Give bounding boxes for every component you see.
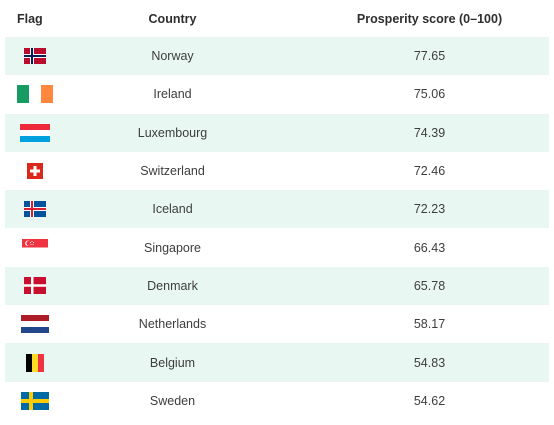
country-cell: Belgium	[149, 355, 196, 370]
header-flag[interactable]: Flag	[17, 11, 43, 26]
score-cell: 74.39	[413, 125, 446, 140]
table-row: Belgium 54.83	[5, 343, 549, 382]
belgium-flag-icon	[5, 353, 65, 372]
score-cell: 72.46	[413, 164, 446, 179]
table-row: Luxembourg 74.39	[5, 113, 549, 152]
score-cell: 65.78	[413, 278, 446, 293]
country-cell: Switzerland	[140, 164, 205, 179]
country-cell: Sweden	[149, 393, 196, 408]
table-row: Norway 77.65	[5, 37, 549, 76]
switzerland-flag-icon	[5, 163, 65, 180]
sweden-flag-icon	[5, 391, 65, 410]
country-cell: Luxembourg	[137, 125, 208, 140]
table-row: Netherlands 58.17	[5, 305, 549, 343]
table-row: Ireland 75.06	[5, 75, 549, 113]
table-row: Sweden 54.62	[5, 382, 549, 420]
norway-flag-icon	[5, 48, 65, 65]
singapore-flag-icon	[5, 239, 65, 257]
country-cell: Ireland	[153, 87, 192, 102]
score-cell: 58.17	[413, 317, 446, 332]
country-cell: Norway	[151, 49, 194, 64]
prosperity-table: Flag Country Prosperity score (0–100) No…	[5, 0, 549, 420]
iceland-flag-icon	[5, 201, 65, 218]
luxembourg-flag-icon	[5, 123, 65, 142]
table-row: Denmark 65.78	[5, 266, 549, 306]
country-cell: Netherlands	[138, 317, 207, 332]
country-cell: Iceland	[152, 202, 193, 217]
table-row: Singapore 66.43	[5, 228, 549, 266]
score-cell: 54.83	[413, 355, 446, 370]
score-cell: 75.06	[413, 87, 446, 102]
score-cell: 54.62	[413, 393, 446, 408]
score-cell: 66.43	[413, 240, 446, 255]
ireland-flag-icon	[5, 85, 65, 104]
header-country[interactable]: Country	[148, 11, 197, 26]
denmark-flag-icon	[5, 277, 65, 295]
table-row: Iceland 72.23	[5, 190, 549, 229]
netherlands-flag-icon	[5, 315, 65, 334]
country-cell: Singapore	[144, 240, 201, 255]
header-score[interactable]: Prosperity score (0–100)	[356, 11, 503, 26]
score-cell: 72.23	[413, 202, 446, 217]
table-header: Flag Country Prosperity score (0–100)	[5, 0, 549, 37]
table-row: Switzerland 72.46	[5, 152, 549, 190]
country-cell: Denmark	[147, 278, 198, 293]
score-cell: 77.65	[413, 49, 446, 64]
